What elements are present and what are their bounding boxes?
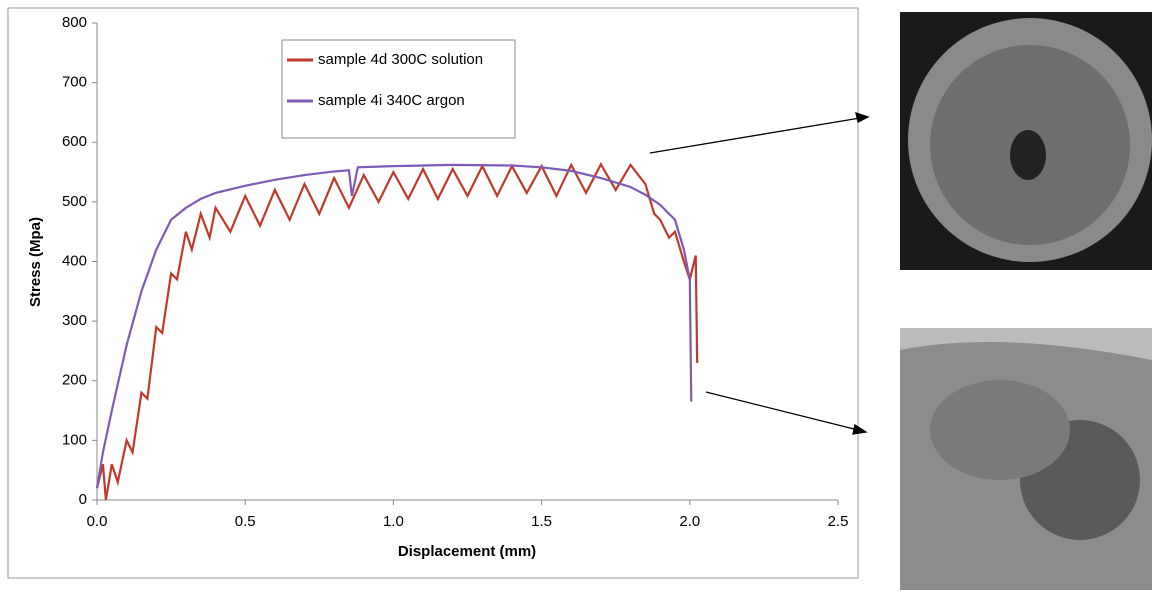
- y-axis-title: Stress (Mpa): [27, 217, 44, 307]
- series-line: [95, 163, 693, 489]
- y-tick-label: 0: [79, 491, 87, 508]
- x-tick-label: 2.5: [828, 513, 849, 530]
- legend-box: [281, 39, 516, 139]
- legend-label: sample 4i 340C argon: [318, 92, 465, 109]
- x-tick-label: 0.0: [87, 513, 108, 530]
- y-tick-label: 700: [62, 74, 87, 91]
- y-tick-label: 100: [62, 431, 87, 448]
- y-tick-label: 800: [62, 14, 87, 31]
- arrows: [649, 112, 870, 435]
- sem-image-bottom: [900, 328, 1152, 612]
- x-tick-label: 0.5: [235, 513, 256, 530]
- y-tick-label: 400: [62, 252, 87, 269]
- x-tick-label: 1.0: [383, 513, 404, 530]
- y-tick-label: 600: [62, 133, 87, 150]
- series-line: [95, 162, 699, 501]
- y-tick-label: 500: [62, 193, 87, 210]
- x-tick-label: 1.5: [531, 513, 552, 530]
- y-tick-label: 300: [62, 312, 87, 329]
- x-tick-label: 2.0: [679, 513, 700, 530]
- x-axis-title: Displacement (mm): [398, 543, 536, 560]
- legend-label: sample 4d 300C solution: [318, 51, 483, 68]
- sem-image-top: [900, 12, 1152, 298]
- y-tick-label: 200: [62, 372, 87, 389]
